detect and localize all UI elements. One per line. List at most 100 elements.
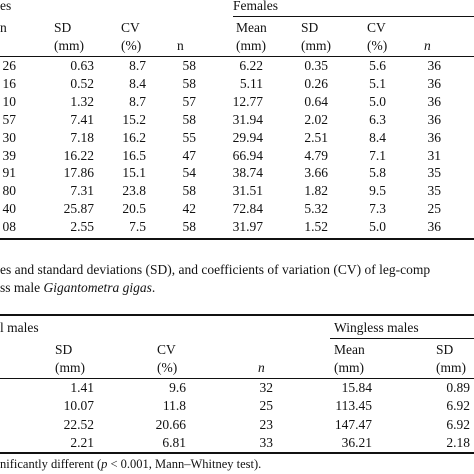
- t1-cell-r0-c2: 8.7: [129, 58, 146, 73]
- t1-cell-r1-c1: 0.52: [70, 75, 94, 91]
- t1-cell-r2-c1: 1.32: [70, 93, 94, 109]
- t2-cell-r1-c4: 6.92: [446, 398, 470, 414]
- t1-cell-r3-c5: 2.02: [304, 111, 328, 127]
- t1-cell-r2-c2: 8.7: [129, 93, 146, 109]
- t1-h2-c1: (mm): [54, 38, 84, 53]
- caption-line2-suffix: .: [151, 280, 156, 295]
- t1-cell-r7-c3: 58: [182, 183, 197, 199]
- t1-cell-r6-c2: 15.1: [122, 165, 146, 181]
- t2-h1-c1: CV: [157, 342, 176, 357]
- t1-cell-r6-c4: 38.74: [232, 165, 263, 181]
- t1-h2-c5: (mm): [301, 38, 331, 53]
- footnote: nificantly different (p < 0.001, Mann–Wh…: [0, 457, 261, 472]
- t1-cell-r8-c3: 42: [182, 201, 197, 217]
- caption-species: Gigantometra gigas: [43, 280, 152, 295]
- t1-cell-r9-c0: 08: [2, 219, 17, 235]
- t1-cell-r1-c7: 36: [427, 75, 442, 91]
- t2-h2-c0: (mm): [55, 360, 85, 375]
- t1-cell-r6-c0: 91: [2, 165, 17, 181]
- t1-cell-r2-c5: 0.64: [304, 93, 328, 109]
- t2-cell-r0-c2: 32: [259, 380, 274, 395]
- t2-cell-r0-c3: 15.84: [341, 380, 372, 395]
- t1-h2-c7: n: [424, 38, 431, 53]
- t1-cell-r4-c6: 8.4: [369, 129, 386, 145]
- caption-line2-prefix: ss male: [0, 280, 44, 295]
- t1-cell-r9-c6: 5.0: [369, 219, 386, 235]
- footnote-prefix: nificantly different (: [0, 457, 102, 471]
- t1-cell-r3-c2: 15.2: [122, 111, 146, 127]
- t2-h2-c4: (mm): [436, 360, 466, 375]
- t1-cell-r6-c7: 35: [427, 165, 442, 181]
- t1-cell-r7-c0: 80: [2, 183, 17, 199]
- table1-group-left: es: [0, 0, 12, 13]
- t1-cell-r4-c1: 7.18: [70, 129, 94, 145]
- table1-header-rule: [0, 56, 474, 57]
- t1-cell-r0-c0: 26: [2, 58, 17, 73]
- t1-cell-r8-c4: 72.84: [232, 201, 263, 217]
- t2-cell-r3-c2: 33: [259, 434, 274, 450]
- t2-cell-r3-c1: 6.81: [162, 434, 186, 450]
- caption-line1: es and standard deviations (SD), and coe…: [0, 262, 431, 277]
- t1-cell-r6-c3: 54: [182, 165, 197, 181]
- t1-h1-c6: CV: [367, 20, 386, 35]
- t1-cell-r2-c3: 57: [182, 93, 197, 109]
- t1-cell-r8-c2: 20.5: [122, 201, 146, 217]
- t2-h1-c3: Mean: [334, 342, 365, 357]
- t2-cell-r3-c4: 2.18: [446, 434, 470, 450]
- t1-h1-c2: CV: [121, 20, 140, 35]
- t1-cell-r4-c0: 30: [2, 129, 17, 145]
- t1-cell-r5-c0: 39: [2, 147, 17, 163]
- t1-cell-r1-c3: 58: [182, 75, 197, 91]
- t1-cell-r5-c6: 7.1: [369, 147, 386, 163]
- t1-cell-r7-c1: 7.31: [70, 183, 94, 199]
- table2-group-left: l males: [0, 320, 39, 335]
- t1-cell-r2-c0: 10: [2, 93, 17, 109]
- t1-h1-c0: n: [0, 20, 7, 35]
- t1-cell-r5-c5: 4.79: [304, 147, 328, 163]
- table1-bottom-rule: [0, 238, 474, 240]
- t2-cell-r2-c2: 23: [259, 416, 274, 432]
- t1-cell-r7-c5: 1.82: [304, 183, 328, 199]
- t1-cell-r1-c5: 0.26: [304, 75, 328, 91]
- t1-cell-r3-c6: 6.3: [369, 111, 386, 127]
- t1-h2-c3: n: [177, 38, 184, 53]
- t1-cell-r3-c7: 36: [427, 111, 442, 127]
- t2-cell-r0-c4: 0.89: [446, 380, 470, 395]
- t1-cell-r1-c2: 8.4: [129, 75, 146, 91]
- table2-group-right: Wingless males: [334, 320, 419, 335]
- t1-cell-r3-c1: 7.41: [70, 111, 94, 127]
- t2-cell-r3-c0: 2.21: [70, 434, 94, 450]
- table2-top-rule: [0, 314, 474, 316]
- t1-cell-r1-c6: 5.1: [369, 75, 386, 91]
- t1-cell-r6-c5: 3.66: [304, 165, 328, 181]
- t1-cell-r8-c0: 40: [2, 201, 17, 217]
- footnote-suffix: < 0.001, Mann–Whitney test).: [107, 457, 262, 471]
- table1-group-right: Females: [233, 0, 278, 13]
- table2-group-rule: [330, 338, 474, 339]
- t1-cell-r5-c3: 47: [182, 147, 197, 163]
- t2-h2-c2: n: [258, 360, 265, 375]
- t2-cell-r1-c0: 10.07: [63, 398, 94, 414]
- t1-cell-r7-c2: 23.8: [122, 183, 146, 199]
- t1-cell-r7-c7: 35: [427, 183, 442, 199]
- t2-cell-r1-c1: 11.8: [162, 398, 186, 414]
- t1-cell-r9-c3: 58: [182, 219, 197, 235]
- t1-cell-r9-c4: 31.97: [232, 219, 263, 235]
- t1-cell-r9-c2: 7.5: [129, 219, 146, 235]
- t1-cell-r6-c6: 5.8: [369, 165, 386, 181]
- t1-cell-r2-c4: 12.77: [232, 93, 263, 109]
- t1-cell-r5-c2: 16.5: [122, 147, 146, 163]
- t1-h1-c1: SD: [54, 20, 72, 35]
- t1-cell-r0-c1: 0.63: [70, 58, 94, 73]
- t1-cell-r8-c7: 25: [427, 201, 442, 217]
- t1-cell-r5-c1: 16.22: [63, 147, 94, 163]
- t2-h2-c3: (mm): [334, 360, 364, 375]
- t2-h1-c4: SD: [436, 342, 454, 357]
- t2-h2-c1: (%): [157, 360, 178, 375]
- t1-cell-r2-c6: 5.0: [369, 93, 386, 109]
- t1-cell-r1-c0: 16: [2, 75, 17, 91]
- t1-cell-r2-c7: 36: [427, 93, 442, 109]
- t2-cell-r0-c1: 9.6: [169, 380, 186, 395]
- t1-h2-c6: (%): [367, 38, 388, 53]
- t2-cell-r1-c2: 25: [259, 398, 274, 414]
